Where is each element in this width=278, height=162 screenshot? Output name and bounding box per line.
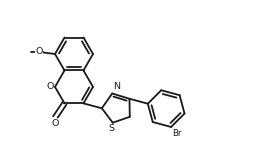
Text: S: S [109,124,115,133]
Text: N: N [113,82,120,92]
Text: O: O [35,47,43,57]
Text: O: O [46,82,53,91]
Text: O: O [51,119,59,128]
Text: Br: Br [172,129,182,138]
